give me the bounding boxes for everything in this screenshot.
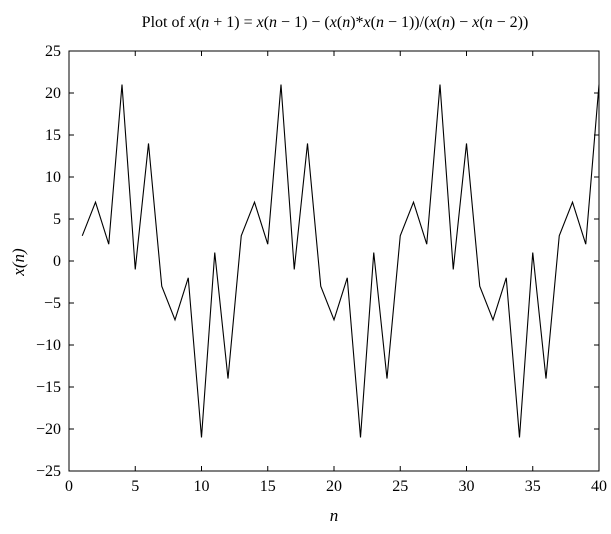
x-tick-label: 25: [392, 478, 408, 495]
y-tick-label: 5: [53, 211, 61, 228]
y-tick-label: −10: [36, 337, 61, 354]
plot-frame: [69, 51, 599, 471]
x-tick-label: 20: [326, 478, 342, 495]
y-tick-label: 15: [45, 127, 61, 144]
x-tick-label: 15: [260, 478, 276, 495]
x-axis-label: n: [330, 506, 339, 525]
chart-title: Plot of x(n + 1) = x(n − 1) − (x(n)*x(n …: [142, 14, 529, 31]
y-tick-label: 20: [45, 85, 61, 102]
y-tick-label: 0: [53, 253, 61, 270]
y-tick-label: −5: [44, 295, 61, 312]
axis-ticks: 0 5 10 15 20 25 30 35 40 25 20 15 10 5 0 −5 −10 −15 −20 −25: [36, 43, 607, 495]
y-tick-label: −25: [36, 463, 61, 480]
series-layer: [82, 85, 599, 438]
x-tick-label: 35: [525, 478, 541, 495]
x-tick-label: 10: [194, 478, 210, 495]
x-tick-label: 0: [65, 478, 73, 495]
y-axis-label: x(n): [9, 248, 28, 277]
x-tick-label: 30: [459, 478, 475, 495]
y-tick-label: −15: [36, 379, 61, 396]
y-tick-label: 25: [45, 43, 61, 60]
x-tick-label: 5: [131, 478, 139, 495]
plot-axes: [69, 51, 599, 471]
x-tick-label: 40: [591, 478, 607, 495]
y-tick-label: 10: [45, 169, 61, 186]
y-tick-label: −20: [36, 421, 61, 438]
series-line: [82, 85, 599, 438]
